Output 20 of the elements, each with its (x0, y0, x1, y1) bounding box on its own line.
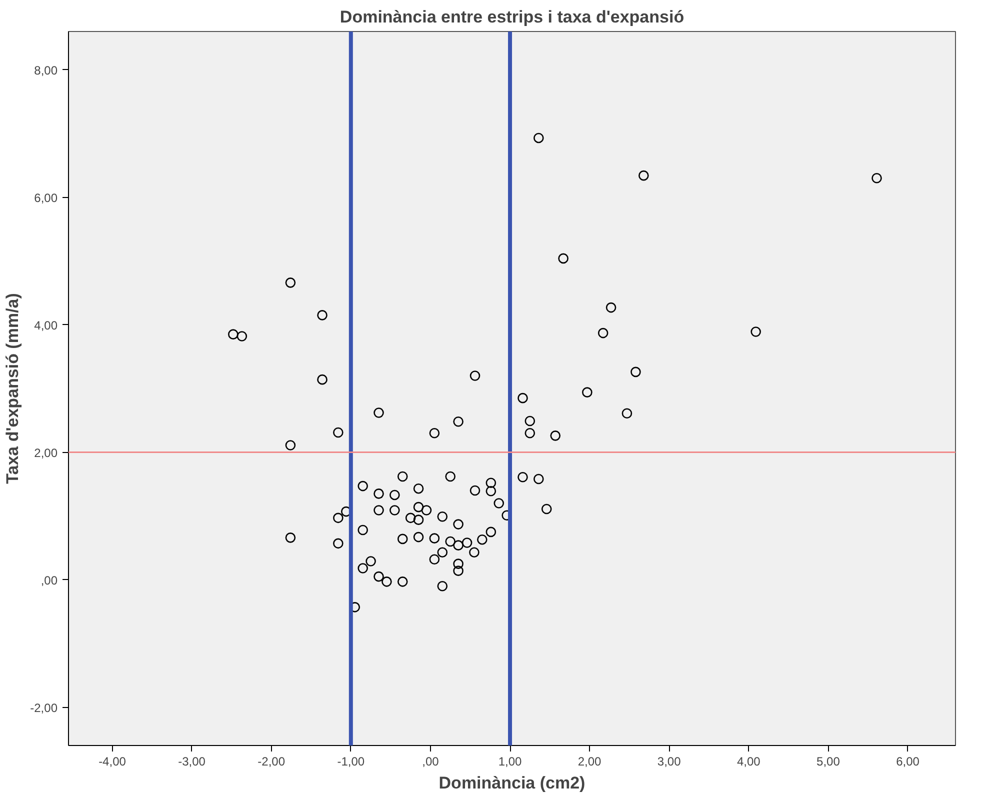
x-tick-label: -1,00 (337, 754, 365, 768)
x-tick-label: 4,00 (736, 754, 761, 768)
y-tick-label: -2,00 (30, 700, 58, 715)
x-tick-label: -3,00 (178, 754, 206, 768)
x-tick-label: 3,00 (657, 754, 682, 768)
x-tick-label: 5,00 (816, 754, 840, 768)
x-tick-label: 6,00 (896, 754, 920, 768)
y-tick-label: 2,00 (34, 446, 58, 460)
x-tick-label: 1,00 (498, 754, 522, 768)
x-tick-label: ,00 (422, 754, 440, 768)
x-tick-label: -4,00 (98, 754, 126, 768)
y-tick-label: 6,00 (34, 190, 58, 205)
x-axis-title: Dominància (cm2) (438, 774, 586, 792)
x-tick-label: -2,00 (258, 754, 286, 768)
y-tick-label: 8,00 (34, 63, 58, 78)
y-tick-label: ,00 (40, 573, 58, 588)
y-axis-title: Taxa d'expansió (mm/a) (3, 293, 22, 484)
x-tick-label: 2,00 (578, 754, 602, 768)
chart-title: Dominància entre estrips i taxa d'expansió (340, 8, 684, 26)
y-tick-label: 4,00 (34, 318, 58, 332)
